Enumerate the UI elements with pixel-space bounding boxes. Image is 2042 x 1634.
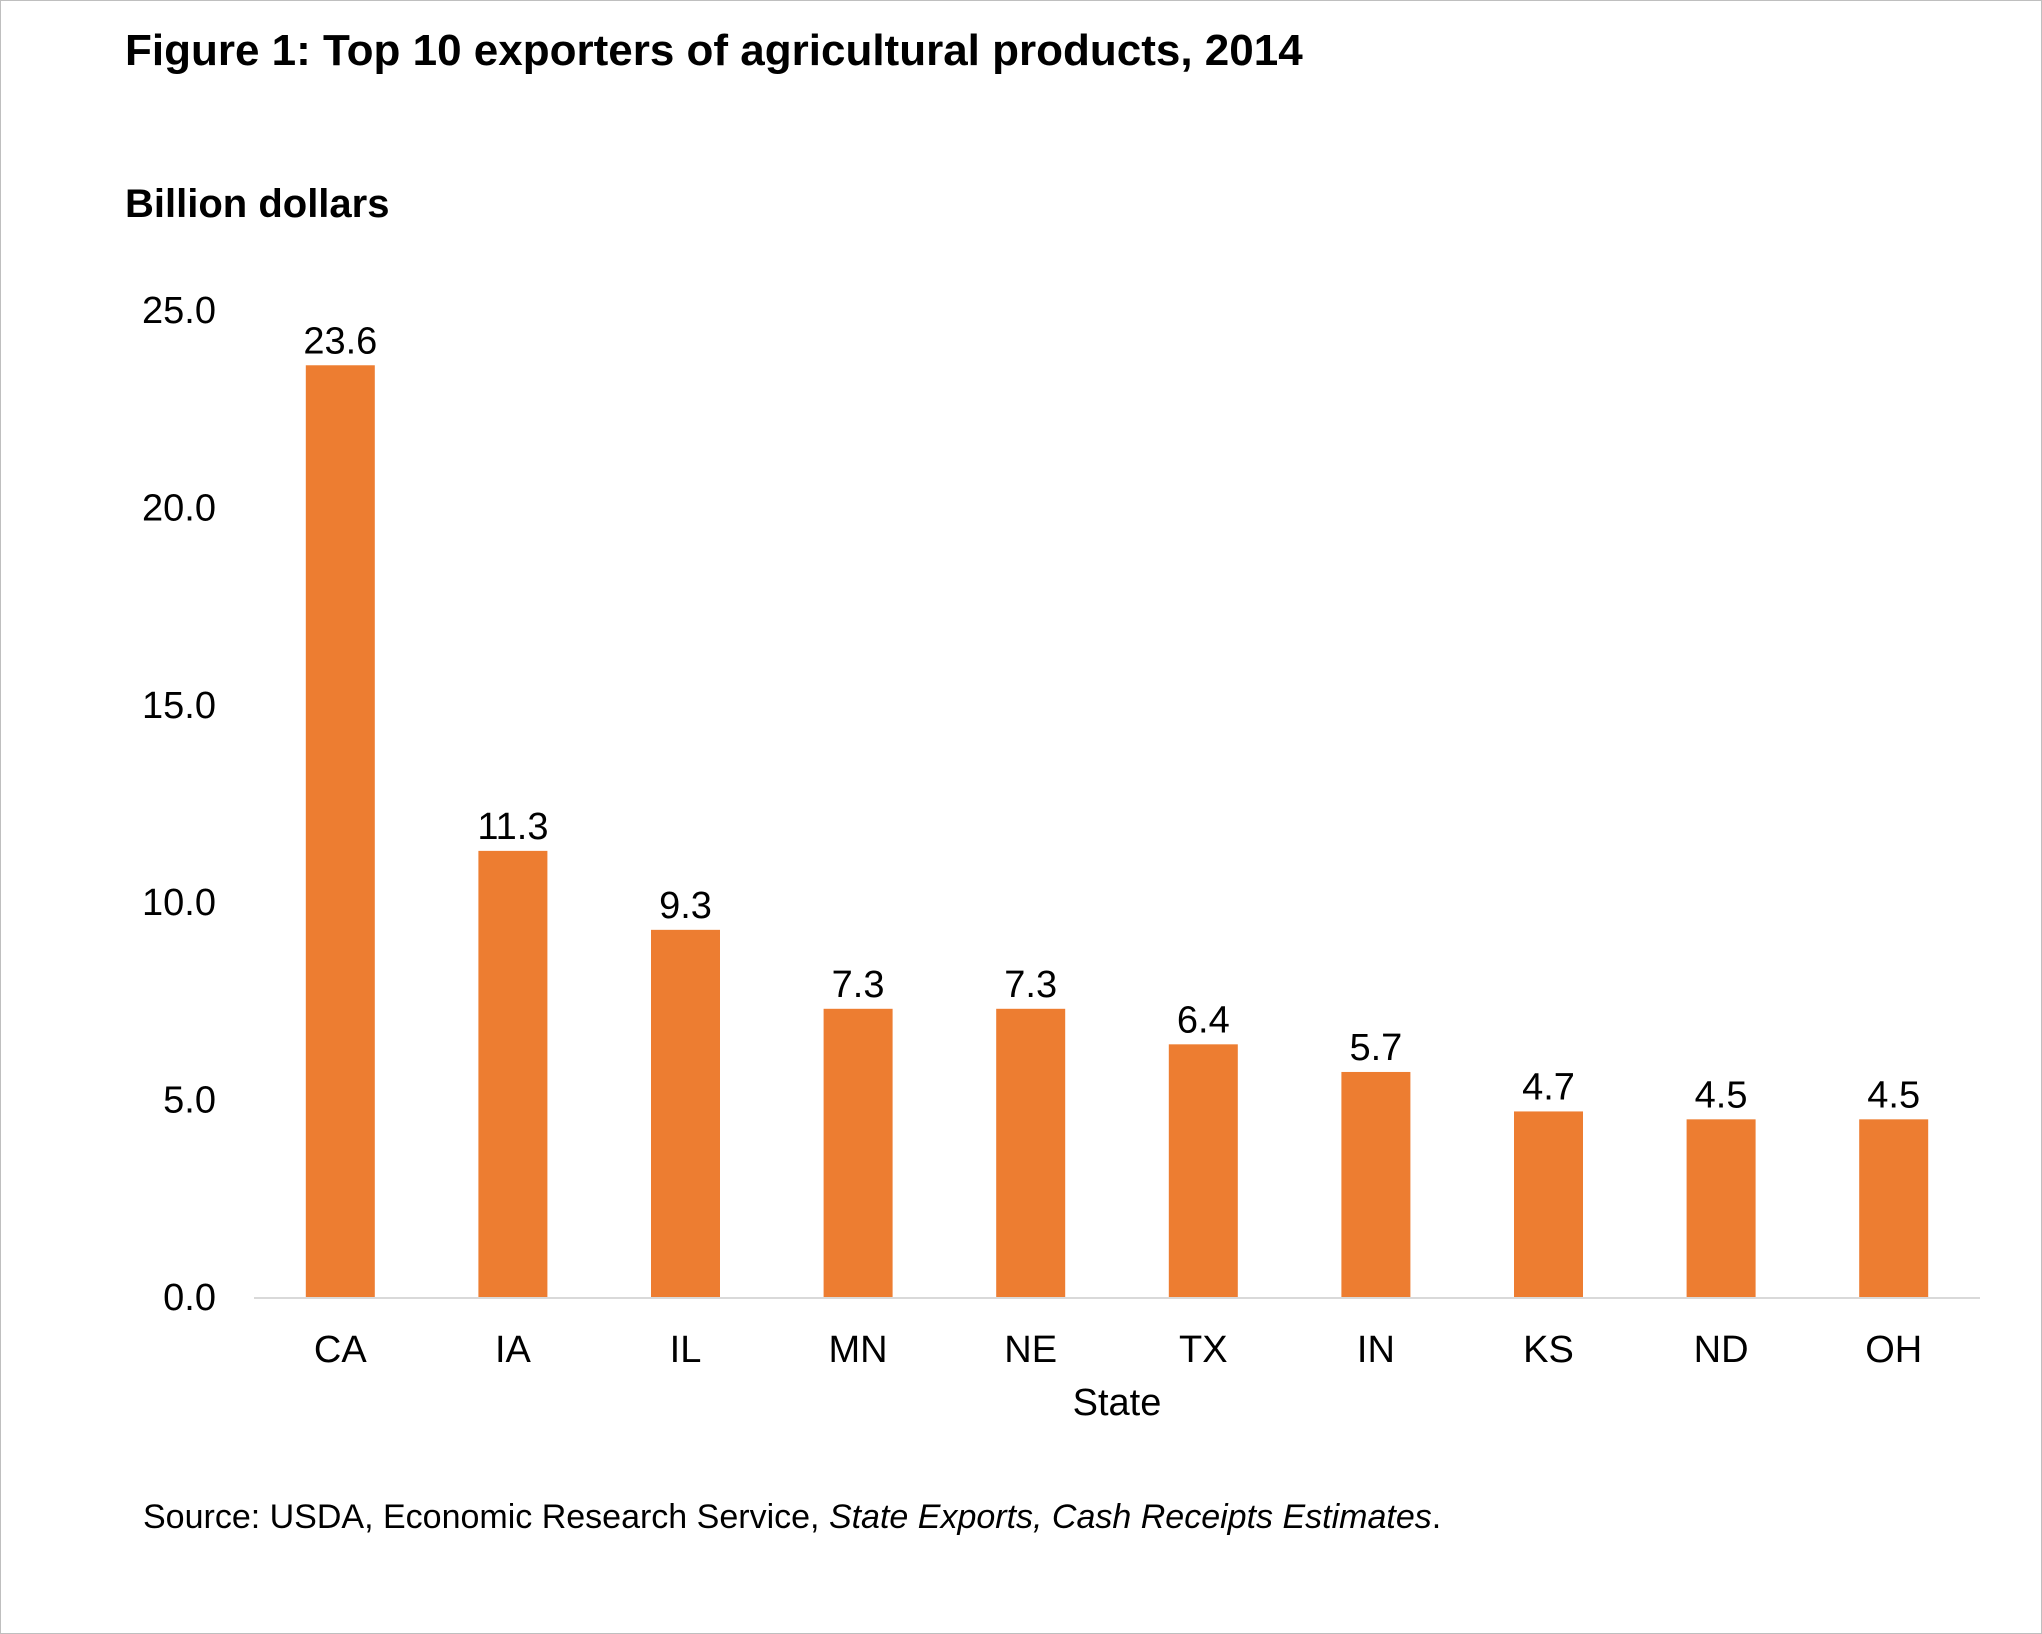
x-tick-label: KS xyxy=(1523,1329,1574,1371)
data-label: 4.7 xyxy=(1522,1066,1575,1108)
y-tick-label: 20.0 xyxy=(142,487,216,529)
y-tick-label: 10.0 xyxy=(142,882,216,924)
x-tick-label: NE xyxy=(1004,1329,1057,1371)
bar-nd xyxy=(1686,1119,1756,1297)
bar-il xyxy=(651,929,720,1297)
y-axis-ticks: 0.0 5.0 10.0 15.0 20.0 25.0 xyxy=(142,290,216,1319)
source-suffix: . xyxy=(1431,1498,1442,1536)
bar-ne xyxy=(996,1008,1066,1297)
data-label: 5.7 xyxy=(1349,1027,1402,1069)
x-axis-title: State xyxy=(1073,1382,1162,1424)
bar-mn xyxy=(823,1008,893,1297)
chart-title: Figure 1: Top 10 exporters of agricultur… xyxy=(125,26,1303,75)
x-axis-ticks: CA IA IL MN NE TX IN KS ND OH xyxy=(314,1329,1922,1371)
y-tick-label: 5.0 xyxy=(163,1080,216,1122)
data-label: 4.5 xyxy=(1867,1074,1920,1116)
data-label: 4.5 xyxy=(1695,1074,1748,1116)
bar-ia xyxy=(478,850,548,1297)
data-label: 11.3 xyxy=(477,806,548,848)
y-tick-label: 15.0 xyxy=(142,685,216,727)
source-note: Source: USDA, Economic Research Service,… xyxy=(143,1498,1441,1537)
bar-oh xyxy=(1859,1119,1929,1297)
data-label: 7.3 xyxy=(1004,964,1057,1006)
bar-ks xyxy=(1514,1111,1583,1297)
x-tick-label: IL xyxy=(670,1329,702,1371)
data-label: 9.3 xyxy=(659,885,712,927)
bar-in xyxy=(1341,1071,1411,1297)
source-prefix: Source: USDA, Economic Research Service, xyxy=(143,1498,829,1536)
data-label: 6.4 xyxy=(1177,999,1230,1041)
data-label: 23.6 xyxy=(303,320,377,362)
x-tick-label: CA xyxy=(314,1329,367,1371)
y-axis-title: Billion dollars xyxy=(125,182,390,226)
data-label: 7.3 xyxy=(832,964,885,1006)
bar-series xyxy=(305,365,1929,1298)
x-tick-label: MN xyxy=(829,1329,888,1371)
x-tick-label: ND xyxy=(1694,1329,1749,1371)
bar-tx xyxy=(1168,1044,1238,1297)
y-tick-label: 0.0 xyxy=(163,1277,216,1319)
x-tick-label: IN xyxy=(1357,1329,1395,1371)
bar-ca xyxy=(305,365,375,1298)
source-italic: State Exports, Cash Receipts Estimates xyxy=(828,1498,1432,1536)
data-labels: 23.6 11.3 9.3 7.3 7.3 6.4 5.7 4.7 4.5 4.5 xyxy=(303,320,1920,1116)
x-tick-label: IA xyxy=(495,1329,532,1371)
x-tick-label: OH xyxy=(1865,1329,1922,1371)
y-tick-label: 25.0 xyxy=(142,290,216,332)
x-tick-label: TX xyxy=(1179,1329,1228,1371)
